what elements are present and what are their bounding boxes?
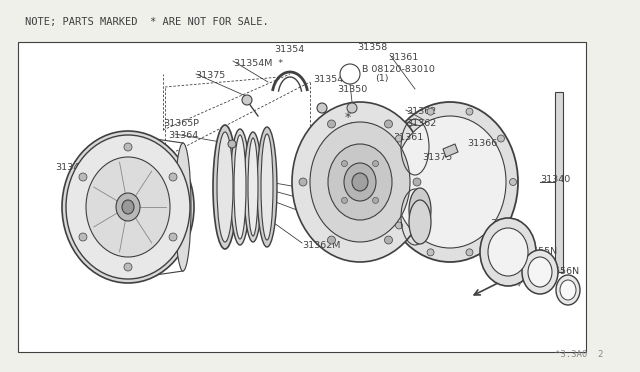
Circle shape <box>372 198 378 203</box>
Circle shape <box>427 108 434 115</box>
Circle shape <box>169 233 177 241</box>
Ellipse shape <box>344 163 376 201</box>
Ellipse shape <box>86 157 170 257</box>
Text: FRONT: FRONT <box>488 266 524 290</box>
Ellipse shape <box>122 200 134 214</box>
Circle shape <box>342 161 348 167</box>
Ellipse shape <box>114 179 132 199</box>
Text: NOTE; PARTS MARKED  * ARE NOT FOR SALE.: NOTE; PARTS MARKED * ARE NOT FOR SALE. <box>25 17 269 27</box>
Ellipse shape <box>257 127 277 247</box>
Circle shape <box>466 108 473 115</box>
Text: 31364: 31364 <box>168 131 198 141</box>
Ellipse shape <box>352 173 368 191</box>
Text: *: * <box>348 121 355 134</box>
Circle shape <box>383 179 390 186</box>
Ellipse shape <box>234 135 246 239</box>
Text: 31356: 31356 <box>338 206 368 215</box>
Bar <box>555 92 563 272</box>
Ellipse shape <box>528 257 552 287</box>
Ellipse shape <box>116 193 140 221</box>
Circle shape <box>124 263 132 271</box>
Ellipse shape <box>213 125 237 249</box>
Text: 31354: 31354 <box>313 76 343 84</box>
Circle shape <box>427 249 434 256</box>
Ellipse shape <box>522 250 558 294</box>
Ellipse shape <box>248 138 258 236</box>
Text: 31365P: 31365P <box>163 119 199 128</box>
Text: 31350: 31350 <box>337 84 367 93</box>
Ellipse shape <box>310 122 410 242</box>
Text: ^3.3A0  2: ^3.3A0 2 <box>555 350 604 359</box>
Circle shape <box>169 173 177 181</box>
Polygon shape <box>443 144 458 157</box>
Ellipse shape <box>62 131 194 283</box>
Circle shape <box>242 95 252 105</box>
Ellipse shape <box>488 228 528 276</box>
Ellipse shape <box>560 280 576 300</box>
Ellipse shape <box>217 132 233 242</box>
Circle shape <box>396 135 403 142</box>
Text: B 08120-83010: B 08120-83010 <box>362 64 435 74</box>
Bar <box>18 42 586 352</box>
Ellipse shape <box>109 173 137 205</box>
Text: 31344: 31344 <box>55 163 85 171</box>
Circle shape <box>347 103 357 113</box>
Text: 31366: 31366 <box>467 140 497 148</box>
Ellipse shape <box>382 102 518 262</box>
Text: 31362M: 31362M <box>302 241 340 250</box>
Ellipse shape <box>328 144 392 220</box>
Circle shape <box>328 236 335 244</box>
Text: 31528: 31528 <box>490 219 520 228</box>
Ellipse shape <box>244 132 262 242</box>
Text: 31361: 31361 <box>393 132 423 141</box>
Text: *: * <box>345 110 351 124</box>
Text: 31555N: 31555N <box>520 247 557 257</box>
Text: 31375: 31375 <box>422 153 452 161</box>
Circle shape <box>385 236 392 244</box>
Ellipse shape <box>556 275 580 305</box>
Circle shape <box>124 143 132 151</box>
Ellipse shape <box>261 134 273 240</box>
Ellipse shape <box>66 135 190 279</box>
Text: 31375: 31375 <box>195 71 225 80</box>
Ellipse shape <box>480 218 536 286</box>
Text: 31340: 31340 <box>540 176 570 185</box>
Text: 31341: 31341 <box>100 145 131 154</box>
Text: 31362: 31362 <box>406 119 436 128</box>
Ellipse shape <box>292 102 428 262</box>
Ellipse shape <box>175 143 191 271</box>
Circle shape <box>299 178 307 186</box>
Ellipse shape <box>409 188 431 232</box>
Ellipse shape <box>394 116 506 248</box>
Circle shape <box>509 179 516 186</box>
Text: 31362: 31362 <box>406 108 436 116</box>
Text: 31354M  *: 31354M * <box>234 58 283 67</box>
Text: 31556N: 31556N <box>542 267 579 276</box>
Text: 31361: 31361 <box>388 52 419 61</box>
Circle shape <box>79 173 87 181</box>
Circle shape <box>497 135 504 142</box>
Circle shape <box>372 161 378 167</box>
Ellipse shape <box>409 200 431 244</box>
Ellipse shape <box>230 129 250 245</box>
Circle shape <box>328 120 335 128</box>
Text: (1): (1) <box>375 74 388 83</box>
Circle shape <box>342 198 348 203</box>
Text: 31358: 31358 <box>338 195 368 203</box>
Text: 31366M: 31366M <box>325 218 364 228</box>
Circle shape <box>497 222 504 229</box>
Circle shape <box>317 103 327 113</box>
Circle shape <box>385 120 392 128</box>
Text: 31354: 31354 <box>274 45 304 55</box>
Circle shape <box>413 178 421 186</box>
Text: 31358: 31358 <box>357 42 387 51</box>
Text: B: B <box>347 70 353 78</box>
Circle shape <box>466 249 473 256</box>
Circle shape <box>79 233 87 241</box>
Circle shape <box>228 140 236 148</box>
Circle shape <box>396 222 403 229</box>
Circle shape <box>340 64 360 84</box>
